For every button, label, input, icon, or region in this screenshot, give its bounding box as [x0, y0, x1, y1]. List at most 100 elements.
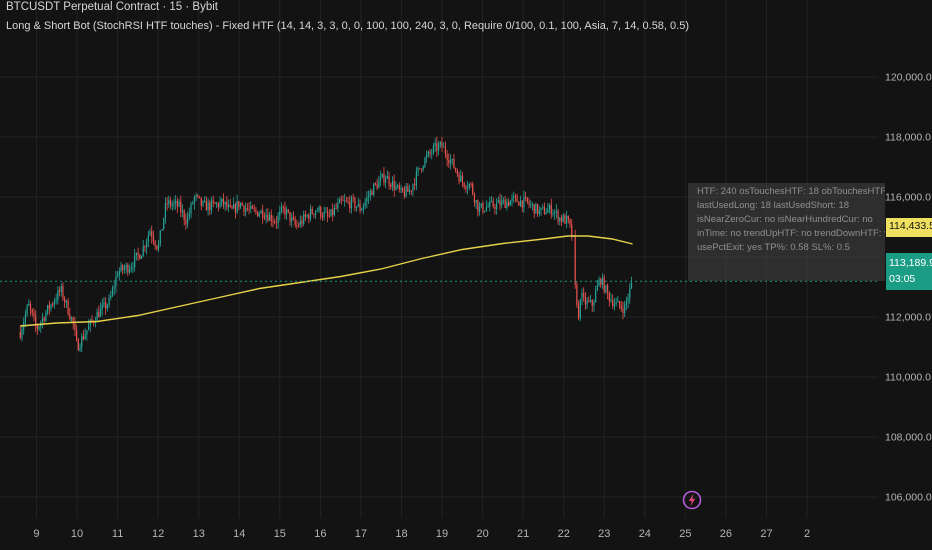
- candle-body: [530, 204, 532, 206]
- candle-body: [547, 209, 549, 213]
- candle-body: [589, 300, 592, 302]
- candle-body: [356, 206, 358, 208]
- candle-body: [207, 202, 209, 211]
- candle-body: [72, 317, 74, 324]
- candle-body: [509, 200, 511, 206]
- candle-body: [270, 214, 272, 222]
- x-tick-label: 20: [476, 528, 488, 540]
- candle-body: [299, 220, 301, 226]
- candle-body: [571, 224, 573, 237]
- candle-body: [373, 183, 375, 196]
- lightning-bolt-icon[interactable]: [682, 489, 702, 511]
- candle-body: [516, 196, 518, 202]
- candle-body: [342, 200, 344, 202]
- candle-body: [518, 201, 520, 206]
- candle-body: [323, 211, 325, 217]
- candle-body: [477, 200, 479, 212]
- candle-body: [268, 214, 271, 221]
- candle-body: [301, 220, 303, 224]
- candle-body: [526, 197, 528, 202]
- candle-body: [381, 173, 383, 177]
- candle-body: [574, 235, 576, 285]
- candle-body: [625, 301, 627, 305]
- candle-body: [335, 208, 337, 209]
- candle-body: [390, 184, 392, 187]
- candle-body: [386, 175, 388, 179]
- candle-body: [67, 300, 69, 315]
- candle-body: [262, 210, 264, 218]
- candle-body: [521, 200, 523, 208]
- candle-body: [478, 206, 481, 212]
- candle-body: [325, 211, 327, 213]
- candle-body: [308, 215, 310, 219]
- candle-body: [473, 193, 476, 203]
- candle-body: [151, 231, 153, 237]
- candle-body: [65, 300, 67, 303]
- candle-body: [588, 300, 590, 302]
- candle-body: [89, 319, 91, 326]
- info-line: inTime: no trendUpHTF: no trendDownHTF: …: [697, 228, 885, 239]
- candle-body: [87, 325, 90, 331]
- candle-body: [499, 200, 501, 206]
- candle-body: [43, 318, 45, 321]
- candle-series: [19, 136, 633, 353]
- candle-body: [57, 290, 59, 300]
- candle-body: [426, 155, 428, 159]
- candle-body: [169, 200, 172, 206]
- candle-body: [297, 225, 300, 227]
- candle-body: [482, 203, 484, 212]
- candle-body: [46, 305, 49, 313]
- x-tick-label: 15: [274, 528, 286, 540]
- candle-body: [538, 209, 540, 214]
- candle-body: [523, 196, 525, 208]
- candle-body: [492, 200, 494, 207]
- x-tick-label: 27: [760, 528, 772, 540]
- candle-body: [236, 201, 238, 213]
- candle-body: [216, 203, 218, 205]
- candle-body: [350, 197, 353, 209]
- candle-body: [398, 185, 400, 190]
- candle-body: [577, 304, 580, 319]
- candle-body: [396, 185, 399, 187]
- y-tick-label: 120,000.0: [885, 72, 932, 84]
- candle-body: [612, 300, 614, 307]
- candle-body: [306, 215, 308, 217]
- candle-body: [48, 305, 50, 309]
- candle-body: [132, 266, 134, 268]
- candle-body: [362, 206, 365, 210]
- candle-body: [52, 304, 54, 306]
- candle-body: [566, 215, 568, 224]
- candle-body: [378, 180, 380, 189]
- ma-price-tag: 114,433.5: [886, 218, 932, 237]
- candle-body: [383, 173, 385, 183]
- candle-body: [181, 210, 184, 213]
- candle-body: [168, 200, 170, 204]
- candle-body: [128, 269, 131, 273]
- x-tick-label: 21: [517, 528, 529, 540]
- candle-body: [157, 244, 160, 249]
- candle-body: [458, 174, 460, 182]
- candle-body: [178, 201, 180, 207]
- time-axis[interactable]: 9 10 11 12 13 14 15 16 17 18 19 20 21 22 23 24 25 26 27 2: [33, 528, 810, 540]
- price-axis[interactable]: 106,000.0 108,000.0 110,000.0 112,000.0 114,…: [885, 72, 932, 504]
- candle-body: [448, 160, 450, 164]
- candle-body: [190, 203, 192, 214]
- x-tick-label: 14: [233, 528, 245, 540]
- candle-body: [417, 168, 419, 172]
- candle-body: [164, 203, 167, 219]
- candle-body: [620, 305, 622, 309]
- candle-body: [280, 207, 283, 212]
- candle-body: [511, 197, 513, 201]
- candle-body: [480, 203, 482, 207]
- candle-body: [188, 213, 190, 217]
- candle-body: [24, 314, 26, 323]
- candle-body: [584, 296, 587, 305]
- candle-body: [140, 256, 143, 259]
- candle-body: [501, 200, 503, 206]
- last-price-tag: 113,189.9 03:05: [886, 253, 932, 290]
- candle-body: [456, 170, 458, 175]
- candle-body: [186, 216, 189, 225]
- indicator-legend[interactable]: Long & Short Bot (StochRSI HTF touches) …: [6, 20, 689, 32]
- candle-body: [289, 211, 291, 222]
- x-tick-label: 2: [804, 528, 810, 540]
